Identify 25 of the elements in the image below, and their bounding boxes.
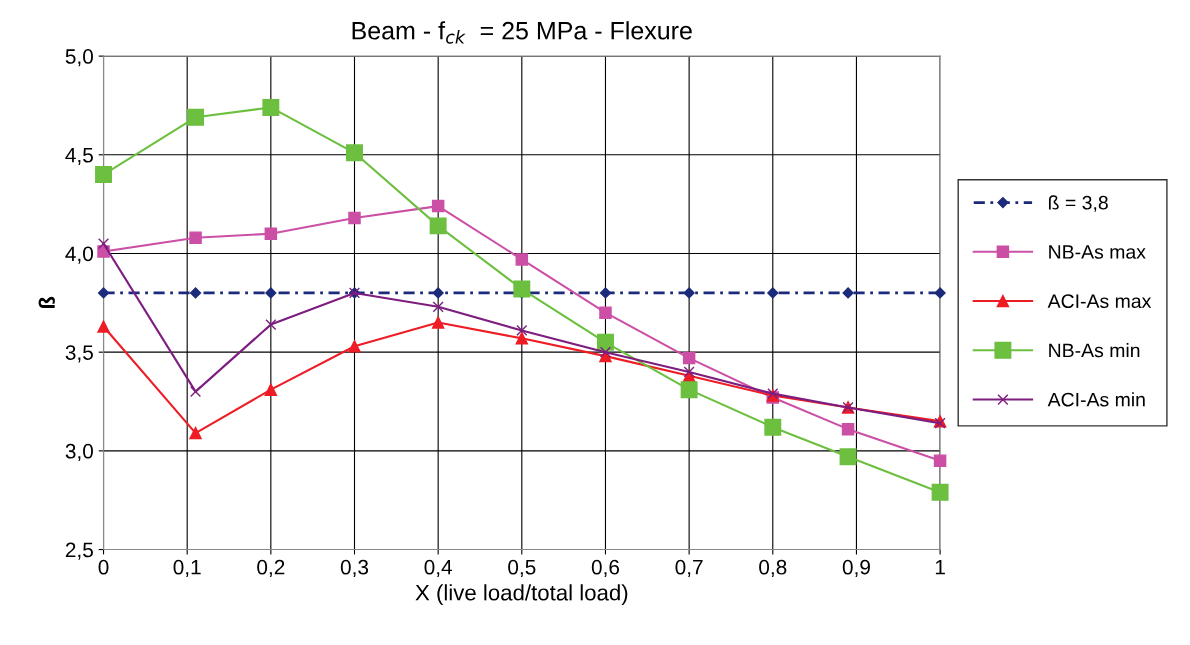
x-tick-label: 0,4 — [424, 559, 453, 578]
x-tick-label: 0,6 — [591, 559, 620, 578]
y-tick-label: 3,0 — [65, 443, 93, 462]
x-tick-label: 0,9 — [842, 559, 870, 578]
chart-title: Beam - f$_{ck}$ = 25 MPa - Flexure — [352, 21, 692, 44]
y-tick-label: 3,5 — [65, 345, 93, 363]
legend-label: ACI-As max — [1047, 294, 1152, 309]
x-tick-label: 0,8 — [759, 559, 787, 578]
x-tick-label: 0,2 — [257, 559, 285, 578]
x-tick-label: 0,5 — [508, 559, 536, 578]
x-axis-title: X (live load/total load) — [415, 584, 628, 605]
x-tick-label: 0,3 — [340, 559, 369, 578]
y-axis-title: ß — [38, 296, 55, 309]
y-tick-label: 2,5 — [65, 542, 93, 560]
x-tick-label: 0,1 — [173, 559, 201, 578]
y-tick-label: 4,0 — [65, 246, 93, 264]
x-tick-label: 0 — [98, 559, 109, 575]
x-tick-label: 1 — [935, 560, 945, 575]
legend-label: NB-As min — [1049, 343, 1140, 358]
legend-label: ACI-As min — [1047, 392, 1145, 407]
y-tick-label: 4,5 — [65, 148, 93, 166]
legend-label: NB-As max — [1049, 245, 1146, 259]
x-tick-label: 0,7 — [675, 559, 703, 578]
y-tick-label: 5,0 — [65, 49, 93, 67]
legend-label: ß = 3,8 — [1048, 195, 1108, 212]
